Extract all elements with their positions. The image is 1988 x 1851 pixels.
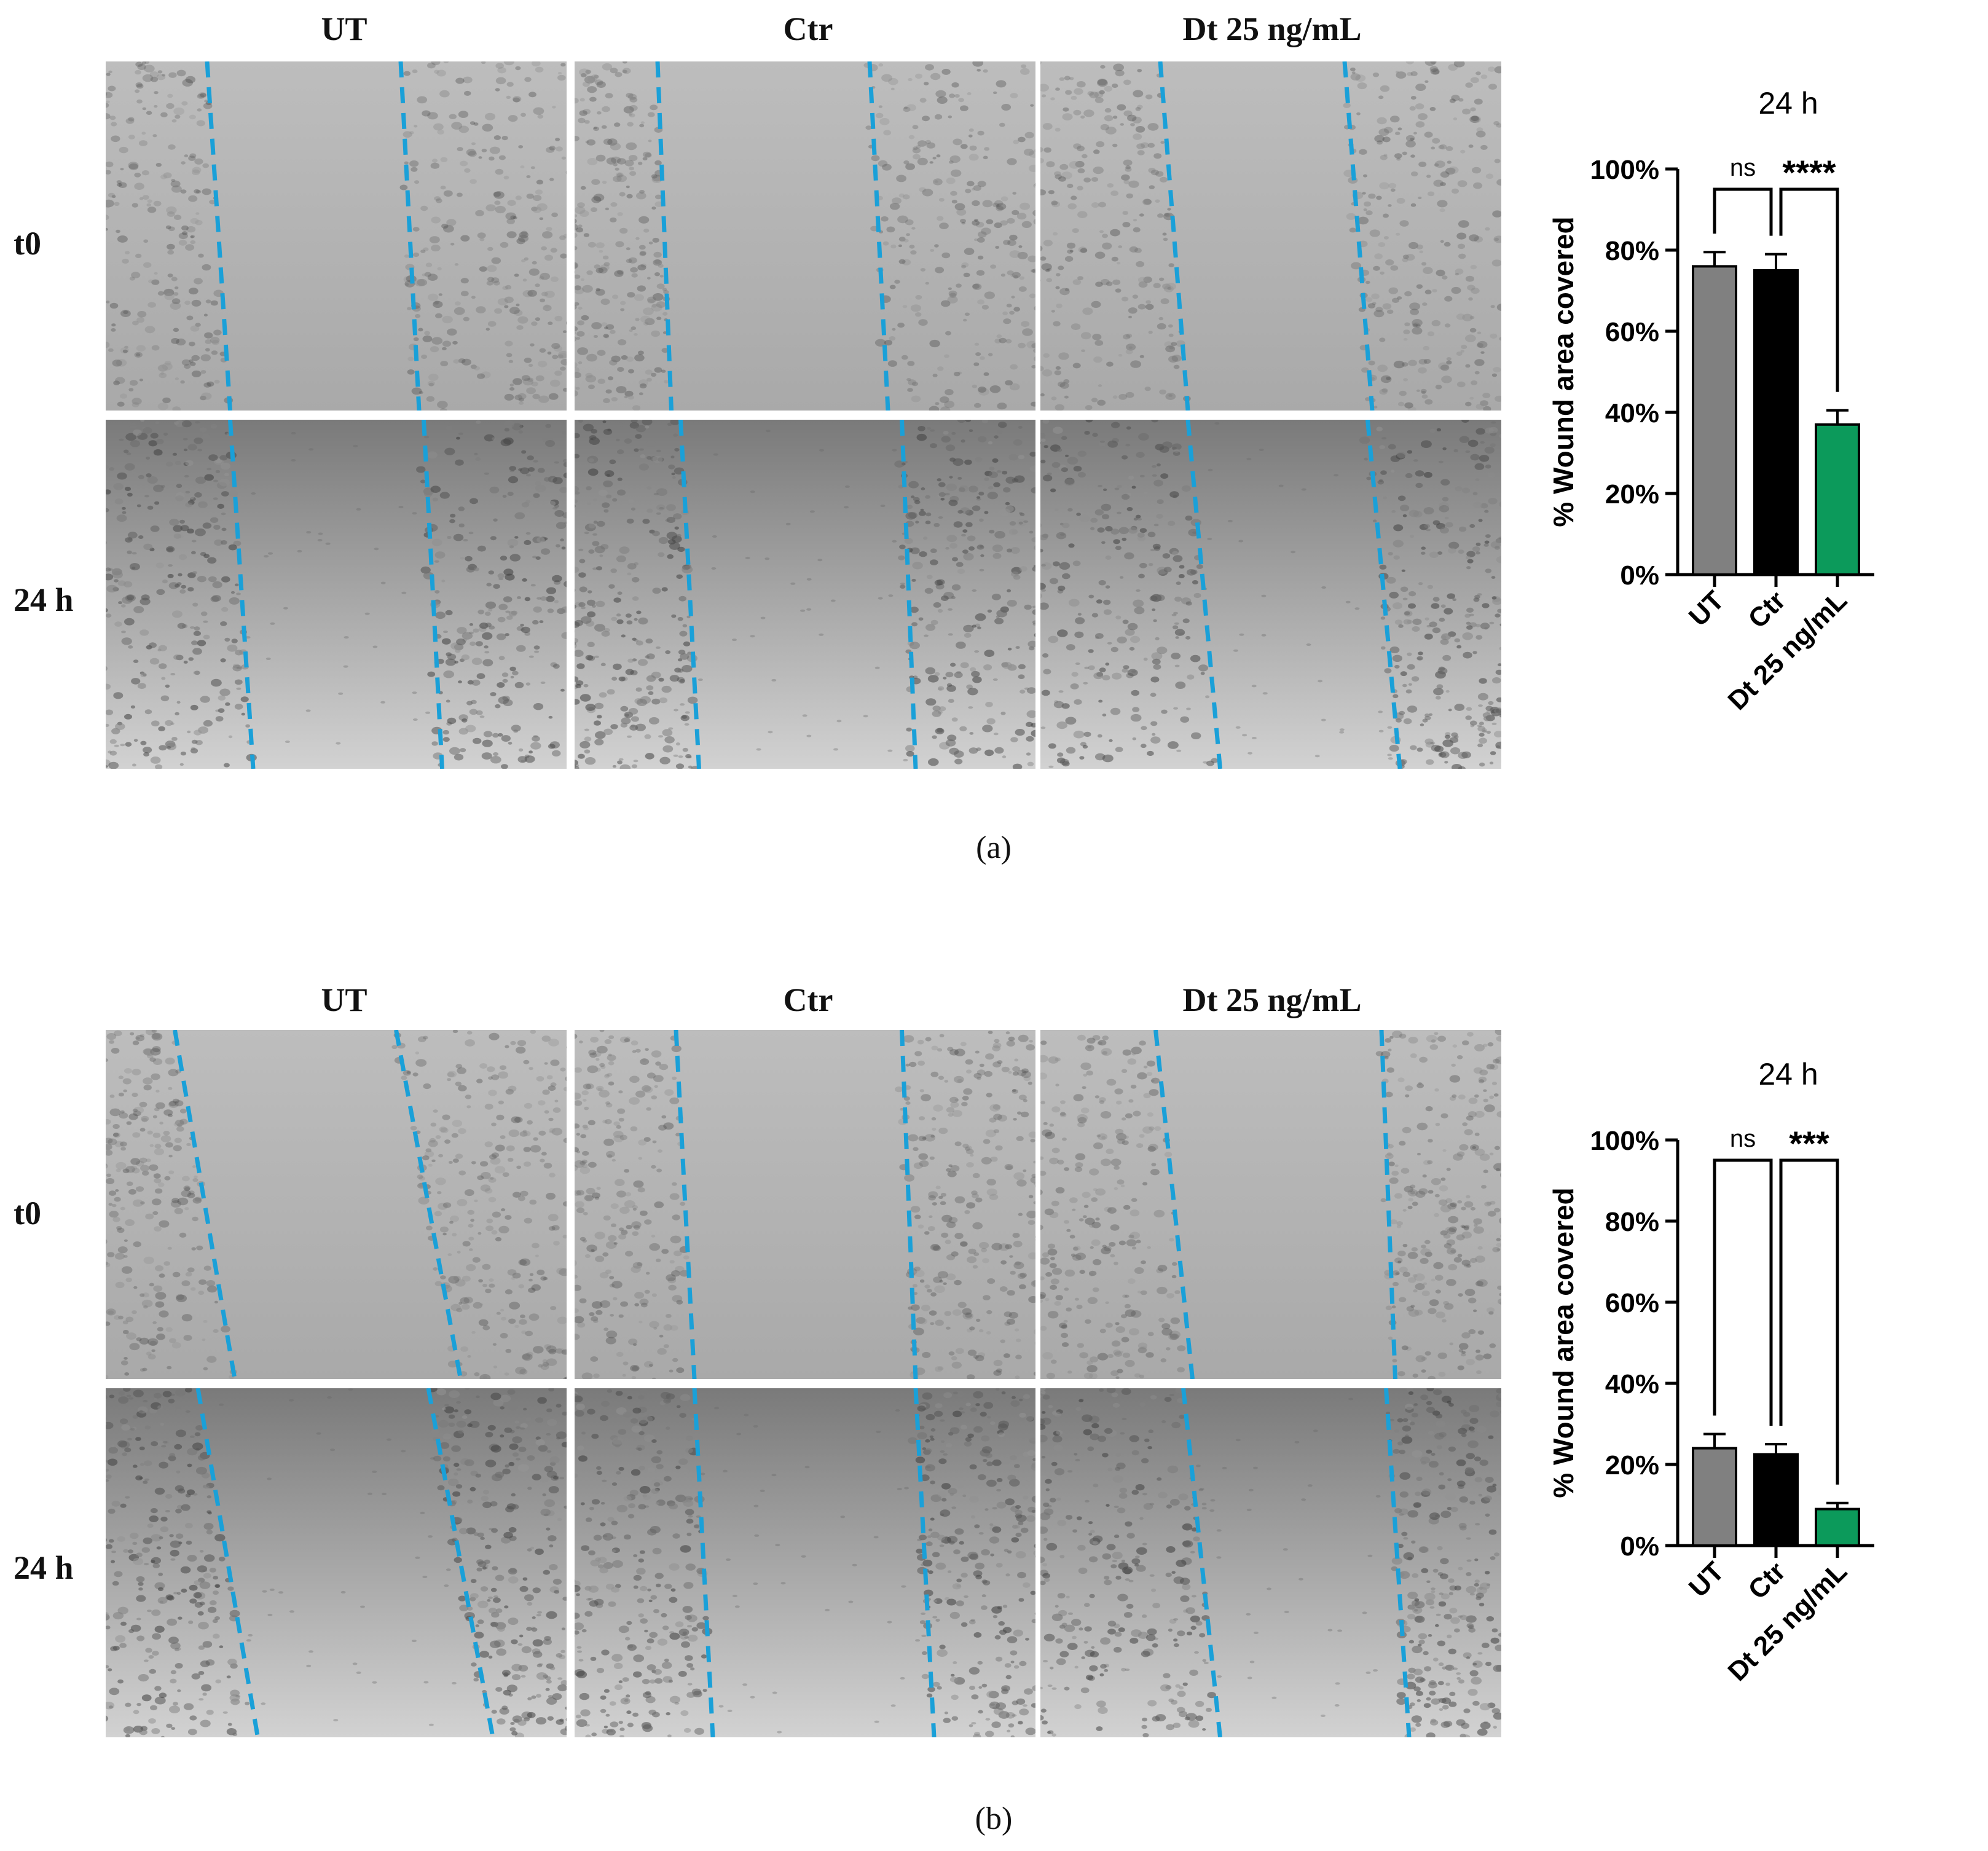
row-header-t0: t0 — [14, 1195, 41, 1232]
y-tick-label: 100% — [1590, 155, 1659, 185]
y-tick-label: 100% — [1590, 1126, 1659, 1156]
y-axis-label: % Wound area covered — [1547, 1187, 1579, 1498]
significance-label: ns — [1730, 154, 1756, 181]
bar-chart-b: 24 h % Wound area covered 0% 20% 40% 60% 80% 10… — [1547, 1057, 1874, 1687]
column-header-ut: UT — [321, 10, 367, 47]
panel-label-a: (a) — [976, 830, 1012, 865]
x-tick-label: Ctr — [1742, 585, 1791, 634]
bar-ut — [1692, 1447, 1737, 1547]
y-tick-label: 40% — [1605, 1369, 1659, 1399]
bar-ctr — [1753, 269, 1799, 576]
significance-label: ns — [1730, 1125, 1756, 1152]
y-tick-label: 80% — [1605, 236, 1659, 266]
micrograph-b-24h-ut — [106, 1388, 567, 1737]
significance-label: **** — [1782, 153, 1836, 192]
micrograph-a-24h-dt — [1040, 420, 1501, 769]
bar-dt-25-ng-ml — [1815, 1507, 1860, 1547]
micrograph-a-24h-ctr — [575, 420, 1035, 769]
x-tick-label: Ctr — [1742, 1556, 1791, 1605]
x-tick-label: UT — [1683, 1556, 1730, 1603]
bar-chart-a: 24 h % Wound area covered 0% 20% 40% 60% 80% 10… — [1547, 86, 1874, 716]
row-header-24h: 24 h — [14, 581, 74, 618]
y-tick-label: 0% — [1620, 560, 1659, 591]
column-header-dt: Dt 25 ng/mL — [1182, 10, 1362, 47]
significance-bracket — [1713, 1158, 1773, 1426]
significance-label: *** — [1789, 1124, 1829, 1163]
micrograph-b-t0-ut — [106, 1030, 567, 1379]
micrograph-a-t0-ctr — [575, 61, 1035, 411]
micrograph-b-24h-ctr — [575, 1388, 1035, 1737]
chart-title: 24 h — [1758, 1057, 1818, 1091]
chart-title: 24 h — [1758, 86, 1818, 120]
y-axis-label: % Wound area covered — [1547, 216, 1579, 527]
column-header-ctr: Ctr — [783, 981, 833, 1018]
significance-bracket — [1779, 187, 1839, 392]
y-tick-label: 60% — [1605, 317, 1659, 347]
micrograph-a-24h-ut — [106, 420, 567, 769]
y-tick-label: 60% — [1605, 1288, 1659, 1318]
column-header-dt: Dt 25 ng/mL — [1182, 981, 1362, 1018]
micrograph-a-t0-dt — [1040, 61, 1501, 411]
micrograph-b-24h-dt — [1040, 1388, 1501, 1737]
row-header-t0: t0 — [14, 225, 41, 262]
y-tick-label: 20% — [1605, 479, 1659, 509]
bar-dt-25-ng-ml — [1815, 423, 1860, 576]
column-header-ut: UT — [321, 981, 367, 1018]
significance-bracket — [1779, 1158, 1839, 1485]
bar-ut — [1692, 265, 1737, 576]
column-header-ctr: Ctr — [783, 10, 833, 47]
micrograph-a-t0-ut — [106, 61, 567, 411]
y-tick-label: 80% — [1605, 1207, 1659, 1237]
bar-ctr — [1753, 1453, 1799, 1547]
significance-bracket — [1713, 187, 1773, 236]
y-tick-label: 40% — [1605, 398, 1659, 428]
y-tick-label: 20% — [1605, 1450, 1659, 1480]
x-tick-label: UT — [1683, 585, 1730, 632]
micrograph-b-t0-ctr — [575, 1030, 1035, 1379]
row-header-24h: 24 h — [14, 1549, 74, 1586]
micrograph-b-t0-dt — [1040, 1030, 1501, 1379]
y-tick-label: 0% — [1620, 1531, 1659, 1562]
panel-label-b: (b) — [975, 1801, 1013, 1836]
